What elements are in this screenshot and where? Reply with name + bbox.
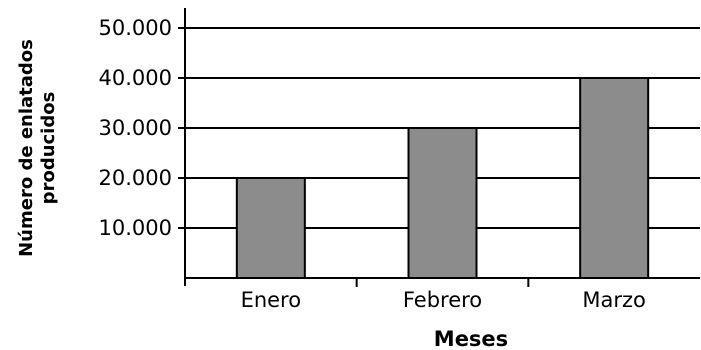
x-tick-label-febrero: Febrero xyxy=(403,288,482,312)
y-axis-title-line-2: producidos xyxy=(38,92,59,205)
x-tick-label-enero: Enero xyxy=(241,288,302,312)
y-axis-title-line-1: Número de enlatados xyxy=(16,39,37,257)
x-category-labels: Enero Febrero Marzo xyxy=(241,288,646,312)
y-tick-label-2: 20.000 xyxy=(99,166,172,190)
x-axis-title: Meses xyxy=(434,327,508,350)
y-tick-label-5: 50.000 xyxy=(99,16,172,40)
y-tick-label-3: 30.000 xyxy=(99,116,172,140)
bars xyxy=(235,77,650,279)
y-tick-label-1: 10.000 xyxy=(99,216,172,240)
axes xyxy=(178,8,700,287)
y-tick-label-4: 40.000 xyxy=(99,66,172,90)
bar-marzo xyxy=(579,77,650,279)
y-axis-title: Número de enlatados producidos xyxy=(16,39,59,257)
x-tick-label-marzo: Marzo xyxy=(582,288,646,312)
bar-febrero xyxy=(407,127,478,279)
bar-enero xyxy=(235,177,306,279)
y-tick-labels: 10.000 20.000 30.000 40.000 50.000 xyxy=(99,16,172,240)
